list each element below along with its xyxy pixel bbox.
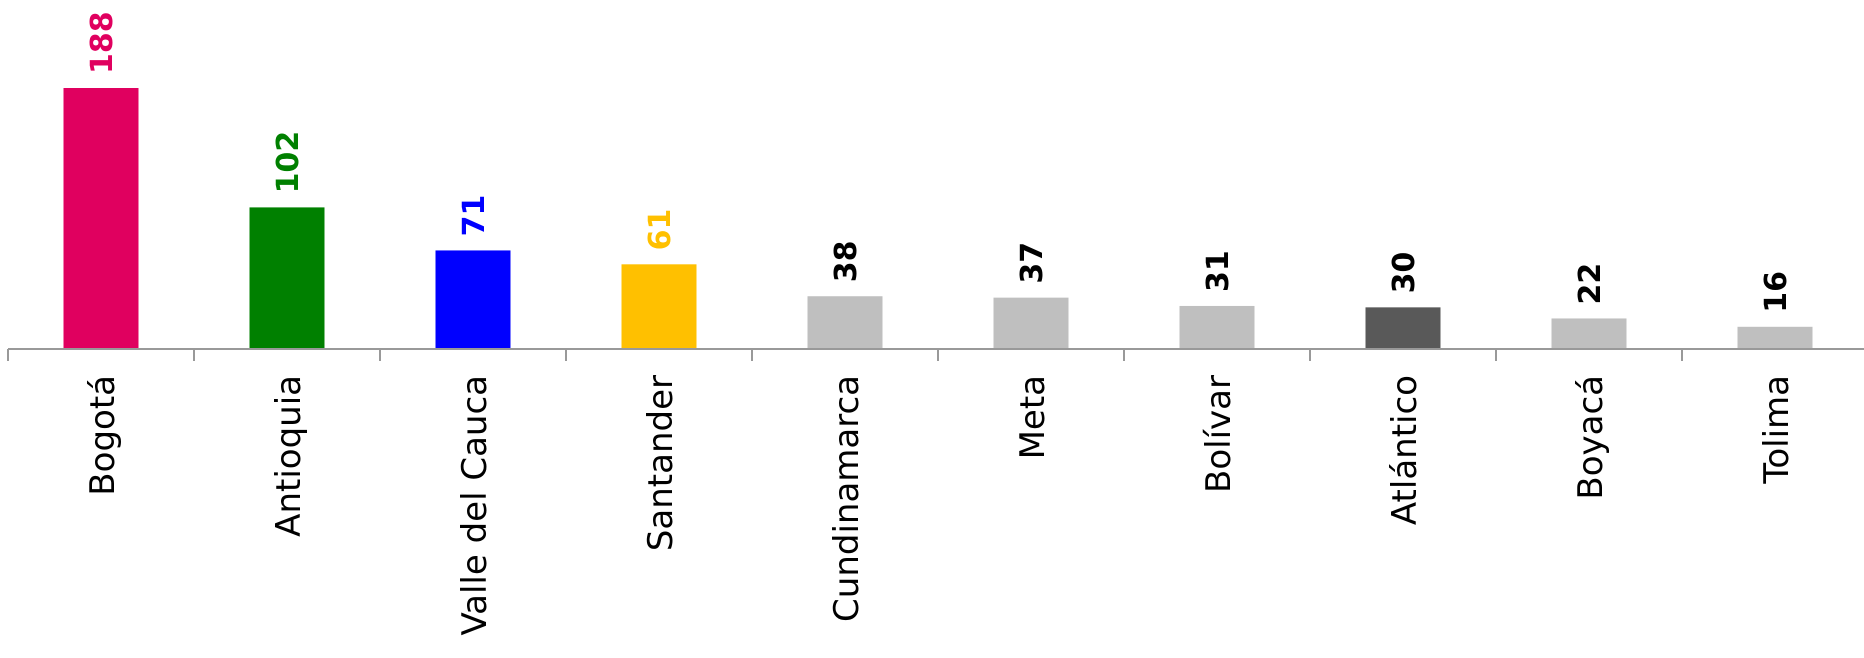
category-label-cundinamarca: Cundinamarca <box>827 375 867 622</box>
value-label-bogota: 188 <box>85 11 120 74</box>
category-label-tolima: Tolima <box>1757 375 1797 485</box>
category-label-meta: Meta <box>1013 375 1053 459</box>
category-label-valle-del-cauca: Valle del Cauca <box>455 375 495 635</box>
bar-valle-del-cauca <box>435 250 511 349</box>
value-label-bolivar: 31 <box>1201 250 1236 292</box>
value-label-meta: 37 <box>1015 242 1050 284</box>
category-label-santander: Santander <box>641 375 681 551</box>
value-label-santander: 61 <box>643 209 678 251</box>
bar-antioquia <box>249 207 325 349</box>
bar-cundinamarca <box>807 296 883 349</box>
value-label-valle-del-cauca: 71 <box>457 195 492 237</box>
category-label-bogota: Bogotá <box>83 375 123 496</box>
bar-atlantico <box>1365 307 1441 349</box>
value-label-cundinamarca: 38 <box>829 240 864 282</box>
bars-group <box>63 88 1813 349</box>
bar-tolima <box>1737 326 1813 349</box>
bar-bolivar <box>1179 305 1255 349</box>
category-labels-group: Bogotá Antioquia Valle del Cauca Santander C… <box>83 375 1797 635</box>
category-label-boyaca: Boyacá <box>1571 375 1611 500</box>
category-label-antioquia: Antioquia <box>269 375 309 537</box>
x-axis-ticks <box>7 349 1683 361</box>
category-label-bolivar: Bolívar <box>1199 375 1239 493</box>
value-label-atlantico: 30 <box>1387 252 1422 294</box>
value-label-tolima: 16 <box>1759 271 1794 313</box>
value-label-antioquia: 102 <box>271 131 306 194</box>
bar-bogota <box>63 88 139 349</box>
bar-boyaca <box>1551 318 1627 349</box>
value-label-boyaca: 22 <box>1573 263 1608 305</box>
bar-meta <box>993 297 1069 349</box>
bar-santander <box>621 264 697 349</box>
value-labels-group: 188 102 71 61 38 37 31 30 22 16 <box>85 11 1794 312</box>
category-label-atlantico: Atlántico <box>1385 375 1425 525</box>
